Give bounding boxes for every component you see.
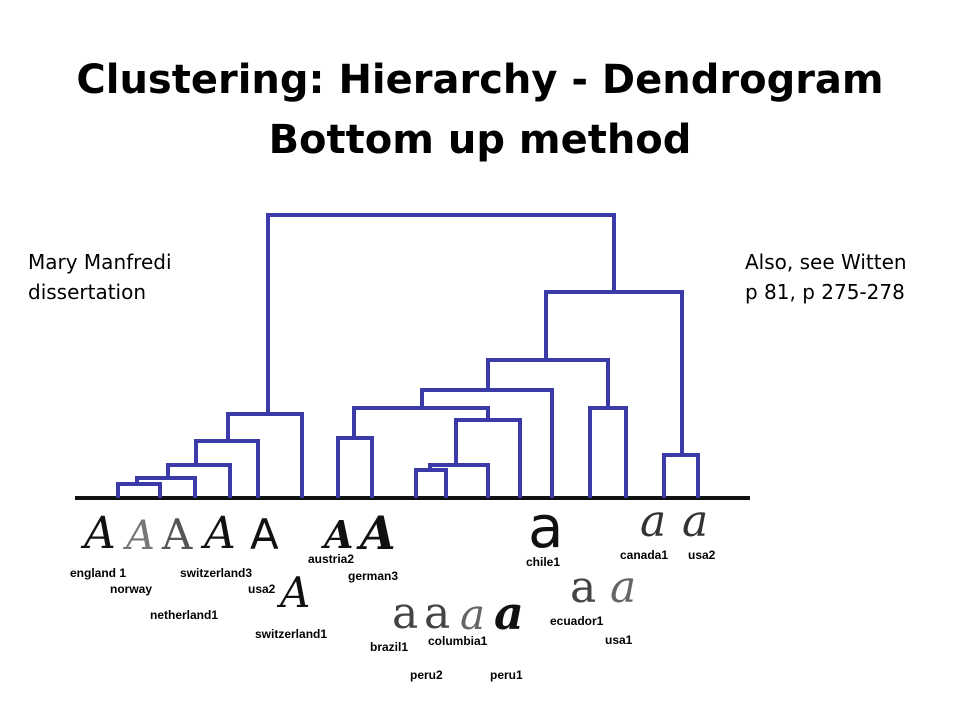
link-england-norway	[116, 482, 162, 498]
title-line-1: Clustering: Hierarchy - Dendrogram	[76, 57, 884, 103]
leaf-label-usa2-right: usa2	[688, 548, 716, 562]
leaf-label-peru1: peru1	[490, 668, 523, 682]
source-note: Mary Manfredi dissertation	[28, 247, 172, 307]
reference-note-line-2: p 81, p 275-278	[745, 280, 905, 304]
link-americas	[544, 290, 684, 455]
letter-sample-A-1: A	[84, 508, 116, 559]
leaf-label-canada1: canada1	[620, 548, 669, 562]
link-switzerland3	[166, 463, 232, 498]
link-south-america	[352, 406, 490, 438]
leaf-label-ecuador1: ecuador1	[550, 614, 604, 628]
leaf-label-switzerland3: switzerland3	[180, 566, 253, 580]
leaf-label-usa1: usa1	[605, 633, 633, 647]
link-latin-america	[486, 358, 610, 408]
link-brazil-columbia	[414, 468, 448, 498]
letter-sample-A-5: A	[250, 510, 279, 559]
leaf-label-chile1: chile1	[526, 555, 561, 569]
link-netherland	[135, 476, 197, 498]
letter-sample-A-6: A	[324, 512, 354, 557]
letter-sample-a-7: a	[494, 586, 524, 640]
leaf-label-usa2-left: usa2	[248, 582, 276, 596]
letter-sample-A-7: A	[360, 506, 396, 560]
leaf-label-austria2: austria2	[308, 552, 355, 566]
reference-note-line-1: Also, see Witten	[745, 250, 907, 274]
link-peru2	[428, 463, 490, 498]
source-note-line-1: Mary Manfredi	[28, 250, 172, 274]
letter-sample-a-3: a	[682, 496, 709, 547]
letter-sample-a-5: a	[424, 588, 451, 639]
leaf-label-columbia1: columbia1	[428, 634, 488, 648]
letter-sample-a-2: a	[640, 496, 667, 547]
letter-sample-A-3: A	[162, 510, 193, 559]
letter-sample-a-6: a	[460, 590, 486, 639]
link-root	[266, 213, 616, 414]
leaf-label-peru2: peru2	[410, 668, 443, 682]
letter-sample-a-8: a	[570, 562, 597, 613]
leaf-label-england1: england 1	[70, 566, 127, 580]
letter-sample-A-8: A	[280, 568, 311, 617]
link-switzerland1	[226, 412, 304, 498]
title-line-2: Bottom up method	[268, 117, 692, 163]
link-usa2	[194, 439, 260, 498]
leaf-label-german3: german3	[348, 569, 399, 583]
source-note-line-2: dissertation	[28, 280, 147, 304]
link-austria-german	[336, 436, 374, 498]
letter-sample-a-9: a	[610, 562, 637, 613]
reference-note: Also, see Witten p 81, p 275-278	[745, 247, 907, 307]
letter-sample-a-1: a	[528, 493, 564, 561]
leaf-label-netherland1: netherland1	[150, 608, 219, 622]
link-canada-usa2	[662, 453, 700, 498]
letter-sample-A-2: A	[126, 513, 155, 559]
letter-sample-a-4: a	[392, 588, 419, 639]
letter-sample-A-4: A	[204, 508, 236, 559]
slide-title: Clustering: Hierarchy - Dendrogram Botto…	[0, 50, 960, 170]
leaf-label-norway: norway	[110, 582, 153, 596]
dendrogram-links	[116, 213, 700, 498]
leaf-label-switzerland1: switzerland1	[255, 627, 328, 641]
leaf-label-brazil1: brazil1	[370, 640, 409, 654]
link-ecuador-usa1	[588, 406, 628, 498]
